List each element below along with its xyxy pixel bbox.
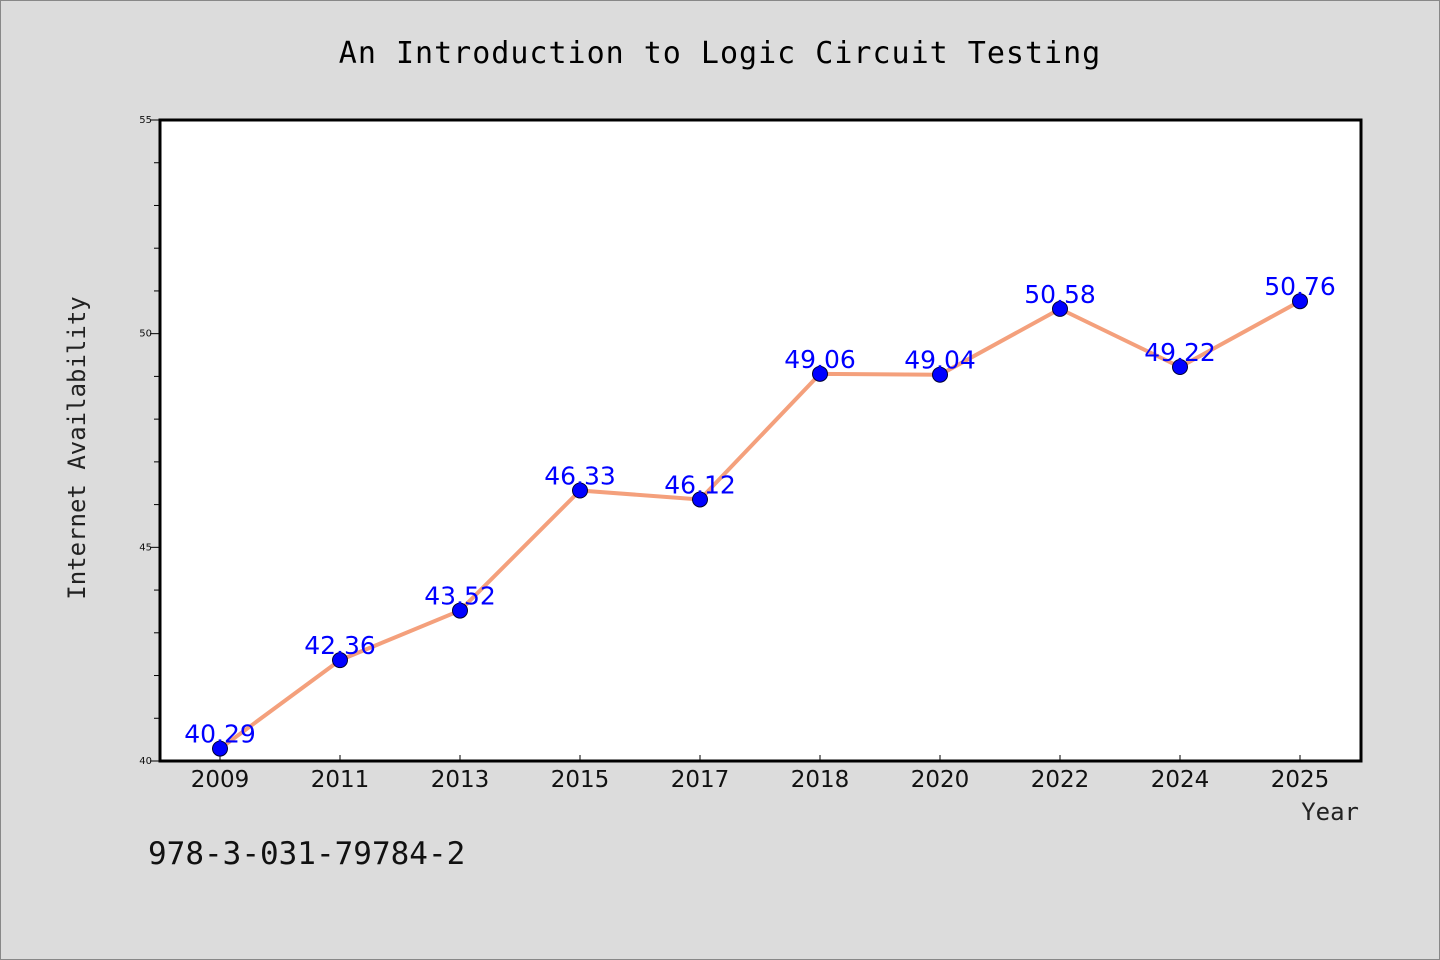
data-label: 46.33: [544, 461, 616, 490]
data-point: [812, 365, 828, 382]
x-tick-label: 2015: [551, 767, 610, 793]
x-axis-label: Year: [1301, 798, 1359, 826]
data-label: 49.04: [904, 346, 976, 375]
x-tick-label: 2020: [911, 767, 970, 793]
plot-area: [158, 118, 1363, 763]
data-point: [932, 366, 948, 383]
data-label: 49.06: [784, 345, 856, 374]
data-label: 49.22: [1144, 338, 1216, 367]
data-point: [1292, 293, 1308, 310]
y-tick-label: 40: [139, 756, 152, 767]
data-point: [1172, 358, 1188, 375]
x-tick-label: 2009: [191, 767, 250, 793]
data-point: [332, 652, 348, 669]
y-tick-label: 45: [139, 542, 152, 553]
x-tick-label: 2025: [1271, 767, 1330, 793]
isbn-text: 978-3-031-79784-2: [148, 836, 465, 872]
x-axis: 2009 2011 2013 2015 2017 2018 2020 2022 2024 2025: [191, 755, 1330, 793]
chart-title: An Introduction to Logic Circuit Testing: [339, 36, 1101, 71]
data-point: [692, 491, 708, 508]
x-tick-label: 2013: [431, 767, 490, 793]
x-tick-label: 2022: [1031, 767, 1090, 793]
data-label: 46.12: [664, 470, 736, 499]
data-label: 43.52: [424, 582, 496, 611]
data-point: [452, 602, 468, 619]
y-tick-label: 50: [139, 329, 152, 340]
data-label: 50.58: [1024, 280, 1096, 309]
series: 40.29 42.36 43.52 46.33 46.12 49.06 49.04 50.58…: [184, 272, 1336, 757]
data-label: 50.76: [1264, 272, 1336, 301]
series-line: [218, 299, 1302, 751]
x-tick-label: 2024: [1151, 767, 1210, 793]
x-tick-label: 2017: [671, 767, 730, 793]
data-label: 40.29: [184, 720, 256, 749]
data-point: [572, 482, 588, 499]
y-tick-label: 55: [139, 115, 152, 126]
data-label: 42.36: [304, 631, 376, 660]
x-tick-label: 2018: [791, 767, 850, 793]
y-axis: 40 45 50 55: [139, 115, 160, 767]
data-point: [1052, 300, 1068, 317]
data-point: [212, 740, 228, 757]
y-axis-label: Internet Availability: [63, 296, 91, 599]
x-tick-label: 2011: [311, 767, 370, 793]
